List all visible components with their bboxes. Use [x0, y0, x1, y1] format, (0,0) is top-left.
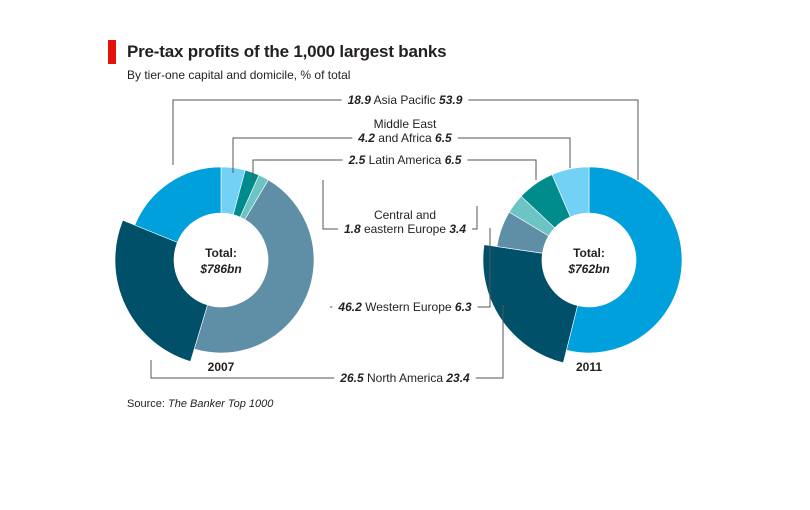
donut-2007: Total: $786bn 2007: [114, 166, 315, 374]
slice-2007-asia-pacific: [134, 166, 222, 243]
value-2011-latin-america: 6.5: [445, 153, 462, 167]
slice-2007-western-europe: [193, 179, 315, 354]
label-text-latin-america-0: 2.5 Latin America 6.5: [348, 153, 462, 167]
year-label-2007: 2007: [208, 360, 235, 374]
value-2007-asia-pacific: 18.9: [348, 93, 372, 107]
leader-line-2011-central-and-eastern-europe: [472, 206, 478, 230]
label-text-central-and-eastern-europe-1: 1.8 eastern Europe 3.4: [344, 222, 466, 236]
leader-line-2007-north-america: [150, 360, 335, 379]
category-name: Asia Pacific: [371, 93, 439, 107]
label-text-middle-east-and-africa-0: Middle East: [374, 117, 437, 131]
value-2007-latin-america: 2.5: [348, 153, 366, 167]
leader-line-2011-latin-america: [467, 159, 537, 180]
category-name: Western Europe: [362, 300, 455, 314]
leader-line-2011-western-europe: [477, 228, 491, 308]
source-label: Source:: [127, 398, 165, 410]
category-name: eastern Europe: [361, 222, 450, 236]
leader-line-2007-middle-east-and-africa: [232, 137, 353, 173]
source-name: The Banker Top 1000: [167, 398, 274, 410]
slice-2011-north-america: [482, 244, 578, 364]
label-latin-america: 2.5 Latin America 6.5: [252, 153, 537, 180]
donut-2011: Total: $762bn 2011: [482, 166, 683, 374]
label-north-america: 26.5 North America 23.4: [150, 305, 504, 385]
label-text-western-europe-0: 46.2 Western Europe 6.3: [337, 300, 472, 314]
category-name: Latin America: [365, 153, 444, 167]
label-text-central-and-eastern-europe-0: Central and: [374, 208, 436, 222]
value-2007-north-america: 26.5: [339, 371, 364, 385]
value-2011-middle-east-and-africa: 6.5: [435, 131, 452, 145]
slice-2007-north-america: [114, 219, 208, 362]
source-note: Source: The Banker Top 1000: [127, 398, 273, 410]
value-2011-north-america: 23.4: [445, 371, 470, 385]
year-label-2011: 2011: [576, 360, 602, 374]
leader-line-2007-central-and-eastern-europe: [322, 180, 338, 230]
value-2011-central-and-eastern-europe: 3.4: [449, 222, 466, 236]
slice-2011-middle-east-and-africa: [551, 166, 590, 218]
value-2011-western-europe: 6.3: [455, 300, 472, 314]
value-2007-central-and-eastern-europe: 1.8: [344, 222, 361, 236]
leader-line-2011-middle-east-and-africa: [457, 137, 571, 168]
leader-line-2011-asia-pacific: [468, 99, 639, 180]
label-asia-pacific: 18.9 Asia Pacific 53.9: [172, 93, 639, 180]
label-text-middle-east-and-africa-1: 4.2 and Africa 6.5: [357, 131, 452, 145]
label-text-asia-pacific-0: 18.9 Asia Pacific 53.9: [348, 93, 463, 107]
center-total-label-2011: Total:: [573, 246, 605, 260]
value-2011-asia-pacific: 53.9: [439, 93, 463, 107]
category-name: and Africa: [375, 131, 435, 145]
title-accent-bar: [108, 40, 116, 64]
category-name: North America: [364, 371, 447, 385]
center-total-value-2011: $762bn: [567, 262, 609, 276]
center-total-value-2007: $786bn: [199, 262, 241, 276]
center-total-label-2007: Total:: [205, 246, 237, 260]
chart-subtitle: By tier-one capital and domicile, % of t…: [127, 68, 351, 82]
value-2007-middle-east-and-africa: 4.2: [357, 131, 375, 145]
leader-line-2007-latin-america: [252, 159, 343, 180]
label-text-north-america-0: 26.5 North America 23.4: [339, 371, 470, 385]
chart-title: Pre-tax profits of the 1,000 largest ban…: [127, 42, 447, 61]
value-2007-western-europe: 46.2: [337, 300, 362, 314]
leader-line-2011-north-america: [475, 305, 504, 379]
label-western-europe: 46.2 Western Europe 6.3: [330, 228, 491, 314]
slice-2011-asia-pacific: [566, 166, 683, 354]
leader-line-2007-asia-pacific: [172, 99, 342, 165]
